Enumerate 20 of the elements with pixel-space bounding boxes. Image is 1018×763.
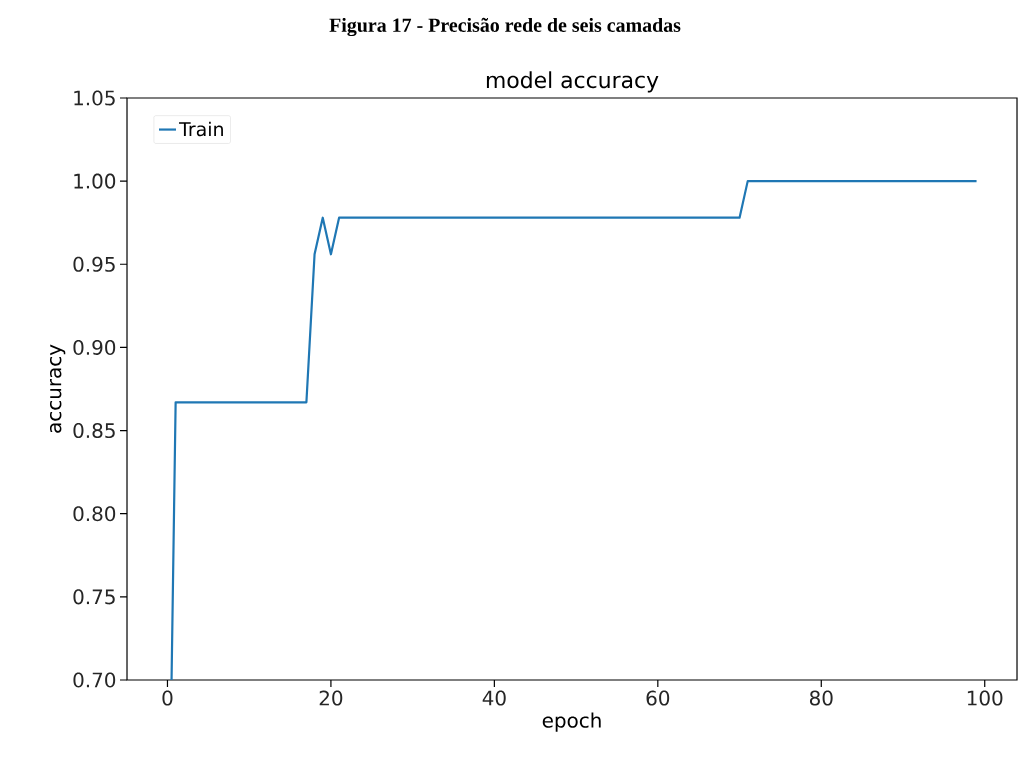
- y-axis-title: accuracy: [49, 344, 66, 433]
- y-tick-label: 1.00: [74, 173, 116, 189]
- line-series: [170, 180, 978, 680]
- x-axis-title: epoch: [542, 712, 601, 732]
- chart-title: model accuracy: [486, 71, 659, 93]
- chart-subtitle: Figura 17 - Precisão rede de seis camadas: [329, 17, 681, 37]
- legend-label: Train: [179, 121, 223, 137]
- x-tick-label: 20: [319, 690, 343, 706]
- x-tick-label: 0: [162, 690, 173, 706]
- x-tick-label: 100: [967, 690, 1003, 706]
- x-tick-label: 40: [482, 690, 506, 706]
- y-tick-label: 0.95: [73, 256, 115, 272]
- y-tick-label: 0.85: [73, 423, 115, 439]
- y-tick-label: 0.80: [73, 506, 116, 522]
- x-tick-label: 60: [646, 690, 670, 706]
- y-tick-label: 1.05: [74, 90, 115, 106]
- y-tick-label: 0.70: [73, 672, 116, 688]
- x-tick-label: 80: [809, 690, 833, 706]
- y-tick-label: 0.90: [73, 339, 116, 355]
- y-tick-label: 0.75: [73, 589, 115, 605]
